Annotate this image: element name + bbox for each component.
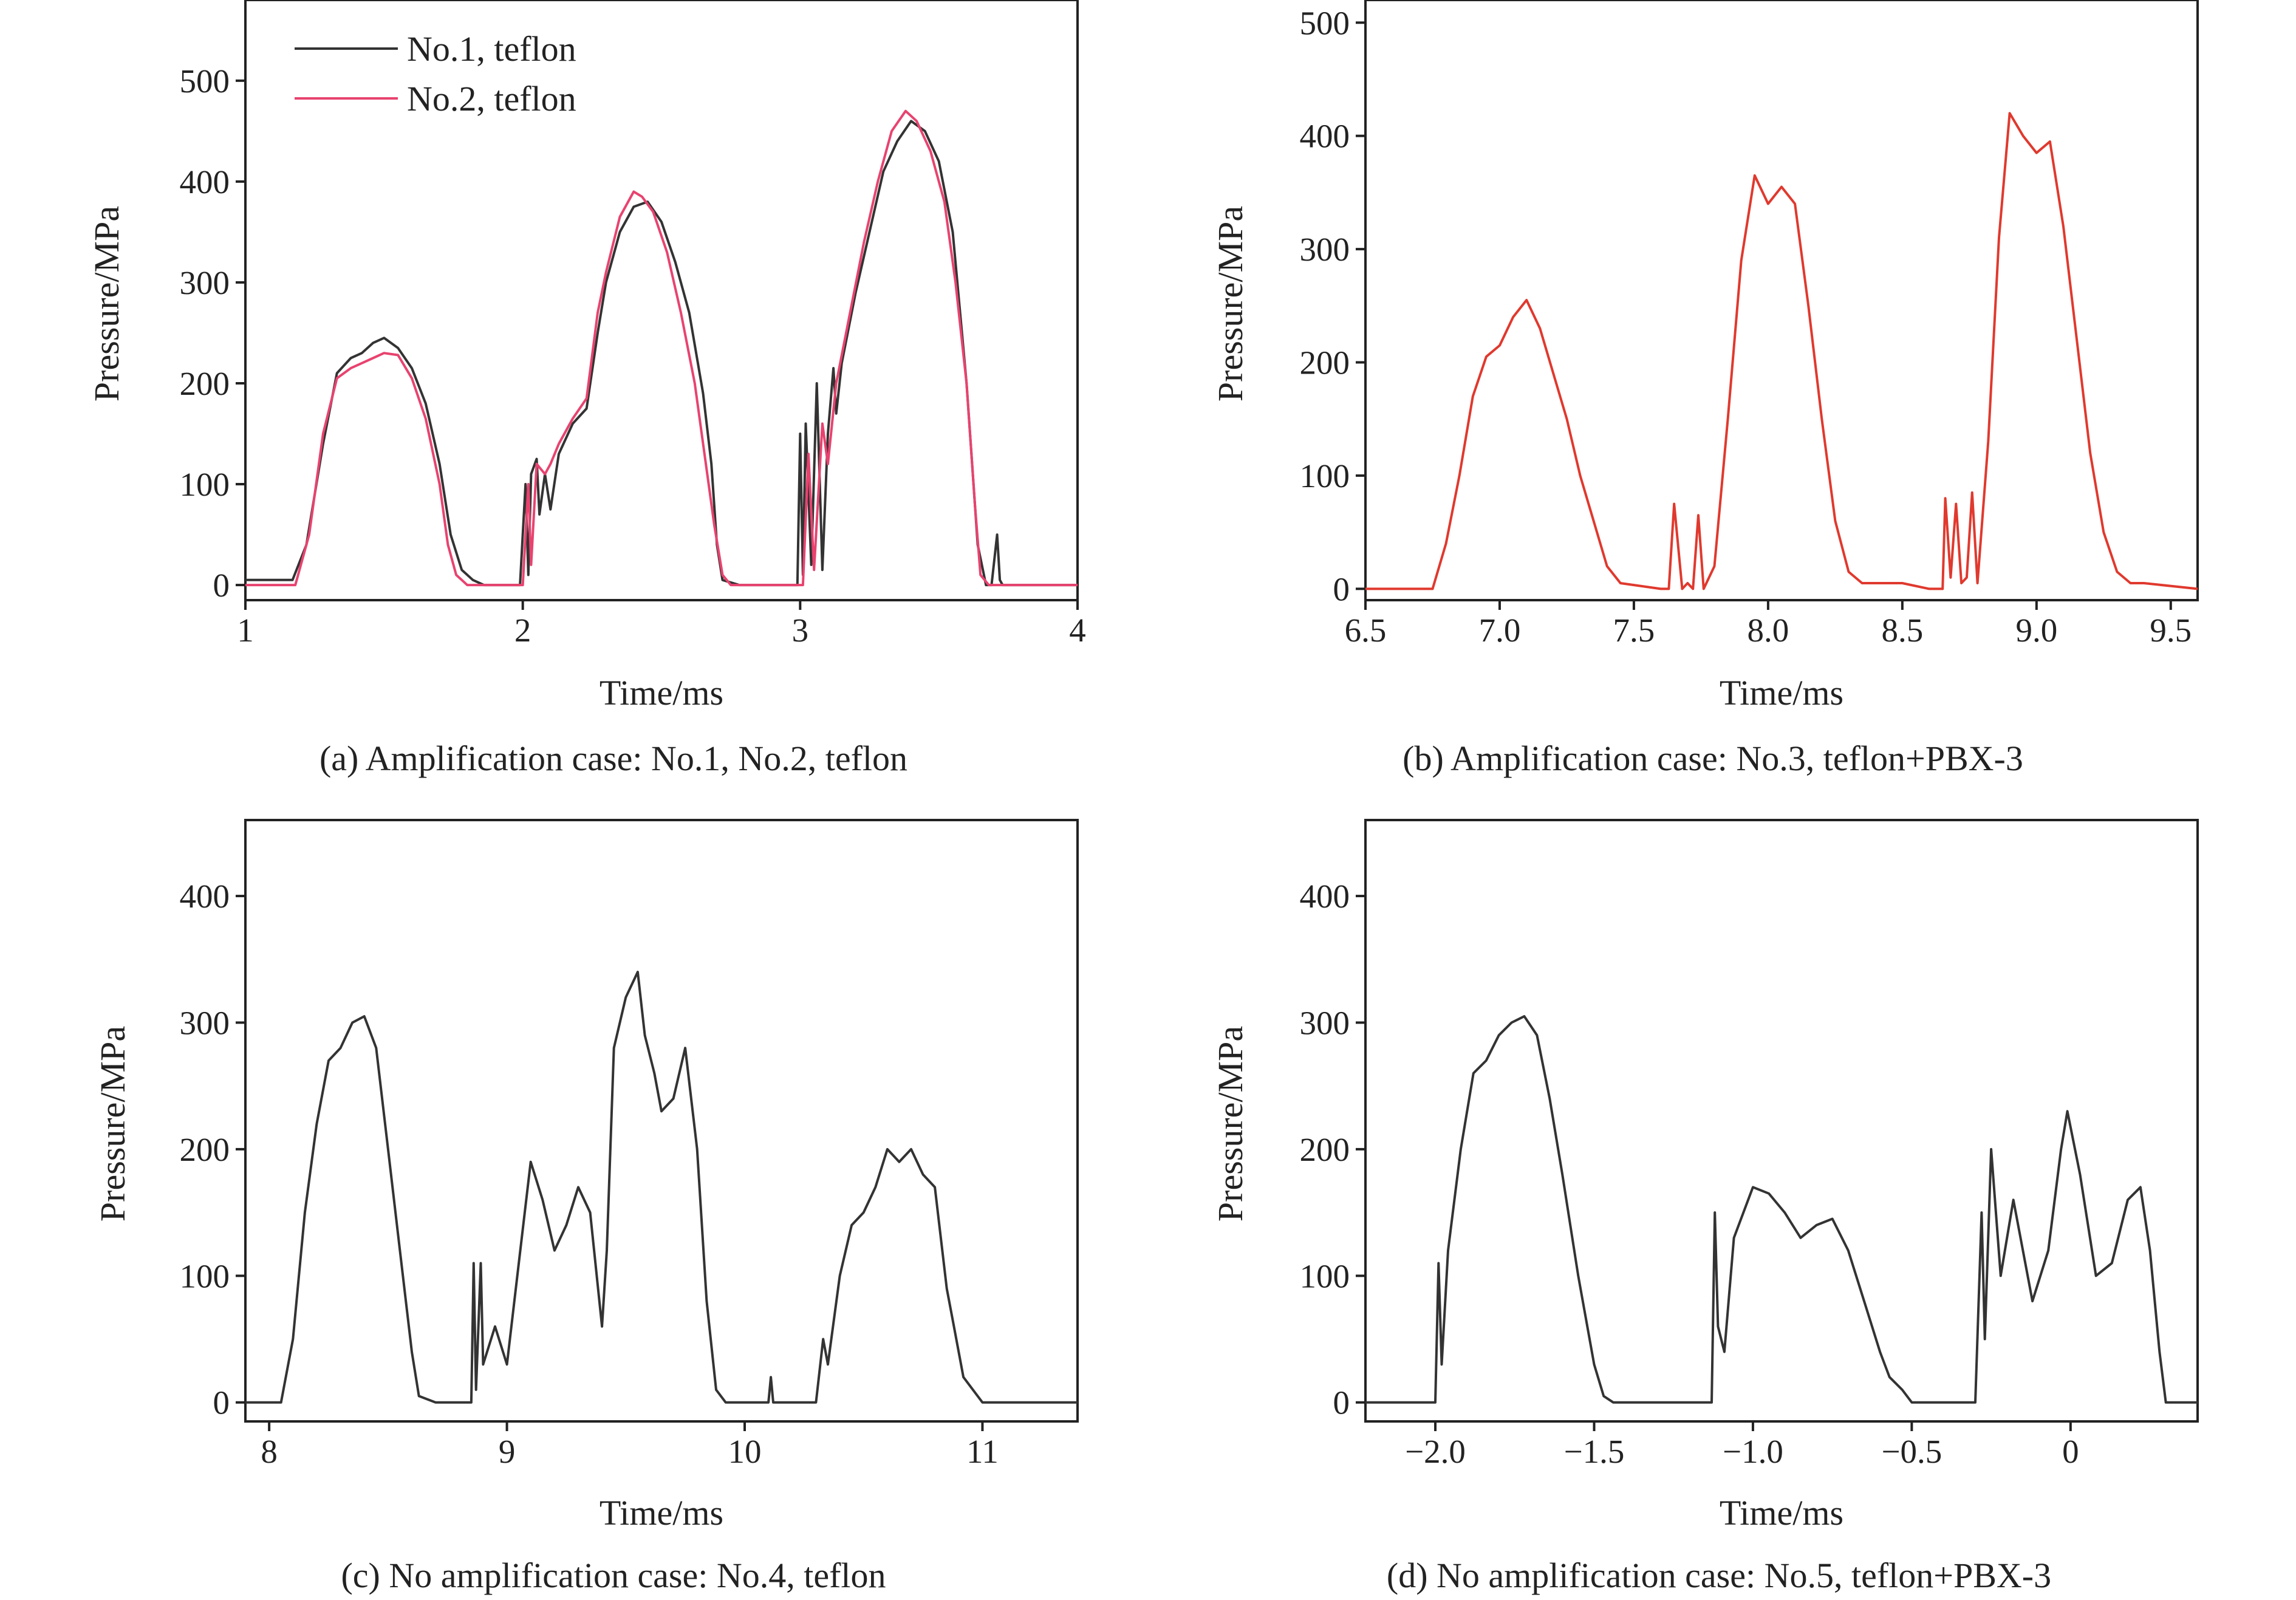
x-tick-label: 4 [1069,612,1086,649]
series-line-2 [245,109,1078,587]
x-tick-label: 9.5 [2150,612,2192,649]
series-group [1365,1015,2198,1404]
x-tick-label: 11 [966,1433,999,1470]
chart-panel-b: 6.5 7.0 7.5 8.0 8.5 9.0 9.5 0 100 200 300 400 500 Tim… [1211,0,2199,778]
x-axis-label: Time/ms [1720,1493,1843,1533]
y-tick-label: 500 [1300,4,1350,41]
y-tick-label: 0 [1333,1384,1350,1421]
panel-caption: (b) Amplification case: No.3, teflon+PBX… [1403,739,2023,778]
series-line-1 [1365,112,2198,590]
x-tick-label: −0.5 [1881,1433,1942,1470]
y-tick-label: 100 [180,466,230,503]
x-tick-label: 6.5 [1345,612,1387,649]
x-tick-label: 10 [728,1433,762,1470]
x-tick-label: −1.0 [1723,1433,1783,1470]
y-tick-label: 200 [1300,1131,1350,1168]
y-tick-label: 300 [180,264,230,301]
y-tick-label: 100 [180,1257,230,1294]
y-tick-label: 200 [180,1131,230,1168]
x-tick-label: −1.5 [1564,1433,1625,1470]
y-axis-label: Pressure/MPa [1211,1026,1250,1222]
legend: No.1, teflon No.2, teflon [295,29,576,118]
y-tick-label: 0 [213,1384,230,1421]
series-line-1 [1365,1015,2198,1404]
y-tick-label: 400 [1300,878,1350,915]
legend-entry: No.2, teflon [407,79,576,118]
y-axis-label: Pressure/MPa [1211,206,1250,402]
plot-frame [244,0,1079,601]
x-axis-label: Time/ms [1720,673,1843,713]
y-tick-label: 0 [213,567,230,604]
x-tick-label: 7.5 [1613,612,1655,649]
x-axis-label: Time/ms [600,1493,723,1533]
x-tick-label: 8.0 [1748,612,1789,649]
y-tick-label: 400 [180,878,230,915]
series-line-1 [245,120,1078,587]
y-tick-label: 200 [1300,344,1350,381]
panel-caption: (a) Amplification case: No.1, No.2, tefl… [319,739,907,778]
y-tick-label: 100 [1300,1257,1350,1294]
chart-panel-d: −2.0 −1.5 −1.0 −0.5 0 0 100 200 300 400 Time/ms Pre… [1211,819,2199,1595]
y-tick-label: 400 [180,163,230,200]
y-tick-label: 500 [180,63,230,100]
y-tick-label: 0 [1333,570,1350,607]
x-tick-label: 9.0 [2015,612,2057,649]
y-tick-label: 300 [1300,1004,1350,1041]
x-tick-label: −2.0 [1405,1433,1466,1470]
x-tick-label: 9 [499,1433,516,1470]
x-tick-label: 8.5 [1881,612,1923,649]
plot-frame [244,819,1079,1423]
x-tick-label: 0 [2062,1433,2079,1470]
x-tick-label: 7.0 [1479,612,1521,649]
chart-panel-a: 1 2 3 4 0 100 200 300 400 500 Time/ms Pressure/MPa (… [87,0,1086,778]
plot-frame [1364,819,2199,1423]
x-tick-label: 1 [237,612,254,649]
y-axis-label: Pressure/MPa [93,1026,132,1222]
y-tick-label: 200 [180,365,230,402]
series-group [245,109,1078,587]
x-tick-label: 3 [792,612,809,649]
y-tick-label: 400 [1300,118,1350,155]
y-tick-label: 100 [1300,457,1350,494]
chart-panel-c: 8 9 10 11 0 100 200 300 400 Time/ms Pressure/MPa (c… [93,819,1079,1595]
panel-caption: (c) No amplification case: No.4, teflon [341,1556,886,1595]
series-group [1365,112,2198,590]
x-axis-label: Time/ms [600,673,723,713]
plot-frame [1364,0,2199,601]
legend-entry: No.1, teflon [407,29,576,69]
series-line-1 [245,971,1078,1404]
x-tick-label: 2 [514,612,531,649]
panel-caption: (d) No amplification case: No.5, teflon+… [1387,1556,2051,1595]
y-tick-label: 300 [180,1004,230,1041]
x-tick-label: 8 [261,1433,278,1470]
y-tick-label: 300 [1300,231,1350,268]
series-group [245,971,1078,1404]
y-axis-label: Pressure/MPa [87,206,126,402]
